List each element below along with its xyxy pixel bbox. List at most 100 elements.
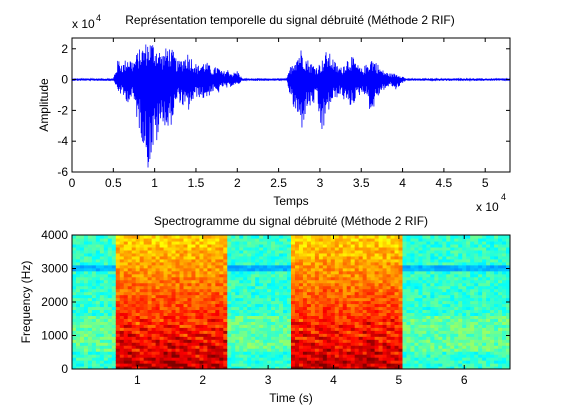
spectrogram-cell <box>346 279 352 284</box>
spectrogram-cell <box>382 303 388 308</box>
spectrogram-cell <box>215 252 220 257</box>
spectrogram-cell <box>342 255 348 260</box>
spectrogram-cell <box>446 354 451 358</box>
spectrogram-cell <box>342 306 348 311</box>
spectrogram-cell <box>279 300 284 305</box>
spectrogram-cell <box>79 357 85 361</box>
spectrogram-cell <box>462 351 467 355</box>
spectrogram-cell <box>326 366 332 369</box>
spectrogram-cell <box>418 294 423 299</box>
spectrogram-cell <box>322 249 328 254</box>
waveform-x-tick-label: 2 <box>234 176 241 190</box>
spectrogram-cell <box>474 261 479 266</box>
spectrogram-cell <box>147 366 153 369</box>
spectrogram-cell <box>219 315 224 319</box>
spectrogram-cell <box>306 303 312 308</box>
waveform-x-tick-label: 5 <box>482 176 489 190</box>
spectrogram-cell <box>406 318 412 322</box>
spectrogram-cell <box>362 246 368 251</box>
spectrogram-cell <box>374 309 380 314</box>
spectrogram-cell <box>402 294 408 299</box>
spectrogram-cell <box>91 321 97 325</box>
spectrogram-cell <box>139 285 145 290</box>
spectrogram-cell <box>338 235 344 239</box>
spectrogram-cell <box>263 321 268 325</box>
spectrogram-cell <box>326 282 332 287</box>
spectrogram-cell <box>203 318 208 322</box>
spectrogram-cell <box>79 270 85 275</box>
spectrogram-cell <box>243 294 248 299</box>
spectrogram-cell <box>314 297 320 302</box>
spectrogram-cell <box>374 300 380 305</box>
spectrogram-cell <box>458 279 463 284</box>
spectrogram-cell <box>139 366 145 369</box>
spectrogram-cell <box>279 267 284 272</box>
spectrogram-cell <box>502 252 507 257</box>
spectrogram-cell <box>147 270 153 275</box>
spectrogram-cell <box>434 264 439 269</box>
spectrogram-cell <box>175 279 181 284</box>
spectrogram-cell <box>386 324 392 328</box>
spectrogram-cell <box>338 285 344 290</box>
spectrogram-cell <box>482 237 487 242</box>
spectrogram-cell <box>107 273 113 278</box>
spectrogram-cell <box>330 264 336 269</box>
spectrogram-cell <box>167 312 173 316</box>
spectrogram-cell <box>502 264 507 269</box>
spectrogram-cell <box>490 348 495 352</box>
spectrogram-cell <box>454 297 459 302</box>
spectrogram-cell <box>251 270 256 275</box>
spectrogram-cell <box>203 315 208 319</box>
spectrogram-cell <box>107 339 113 343</box>
spectrogram-cell <box>490 288 495 293</box>
spectrogram-cell <box>227 330 232 334</box>
spectrogram-cell <box>115 309 121 314</box>
spectrogram-cell <box>414 237 420 242</box>
spectrogram-cell <box>79 303 85 308</box>
spectrogram-cell <box>127 264 133 269</box>
spectrogram-cell <box>402 303 408 308</box>
spectrogram-cell <box>143 279 149 284</box>
spectrogram-cell <box>370 321 376 325</box>
spectrogram-cell <box>422 354 427 358</box>
spectrogram-cell <box>462 360 467 364</box>
spectrogram-cell <box>470 255 475 260</box>
spectrogram-cell <box>310 357 316 361</box>
spectrogram-cell <box>75 279 81 284</box>
spectrogram-cell <box>450 327 455 331</box>
spectrogram-cell <box>390 336 396 340</box>
spectrogram-cell <box>454 303 459 308</box>
spectrogram-cell <box>79 243 85 248</box>
spectrogram-cell <box>171 321 177 325</box>
spectrogram-cell <box>350 303 356 308</box>
spectrogram-cell <box>283 273 288 278</box>
spectrogram-cell <box>179 354 185 358</box>
spectrogram-cell <box>330 312 336 316</box>
spectrogram-cell <box>434 357 439 361</box>
spectrogram-cell <box>111 267 117 272</box>
spectrogram-cell <box>418 348 423 352</box>
spectrogram-cell <box>287 336 292 340</box>
spectrogram-cell <box>310 240 316 245</box>
spectrogram-cell <box>398 300 404 305</box>
spectrogram-cell <box>115 303 121 308</box>
spectrogram-cell <box>251 279 256 284</box>
spectrogram-cell <box>466 240 471 245</box>
spectrogram-cell <box>446 345 451 349</box>
spectrogram-cell <box>350 255 356 260</box>
spectrogram-cell <box>374 321 380 325</box>
spectrogram-cell <box>239 348 244 352</box>
spectrogram-cell <box>195 357 201 361</box>
spectrogram-cell <box>506 285 510 290</box>
spectrogram-cell <box>163 285 169 290</box>
spectrogram-cell <box>490 267 495 272</box>
spectrogram-cell <box>422 339 427 343</box>
spectrogram-cell <box>107 264 113 269</box>
spectrogram-cell <box>203 324 208 328</box>
spectrogram-cell <box>406 306 412 311</box>
spectrogram-cell <box>235 309 240 314</box>
spectrogram-cell <box>498 258 503 263</box>
spectrogram-cell <box>83 348 89 352</box>
spectrogram-cell <box>139 297 145 302</box>
spectrogram-cell <box>322 330 328 334</box>
